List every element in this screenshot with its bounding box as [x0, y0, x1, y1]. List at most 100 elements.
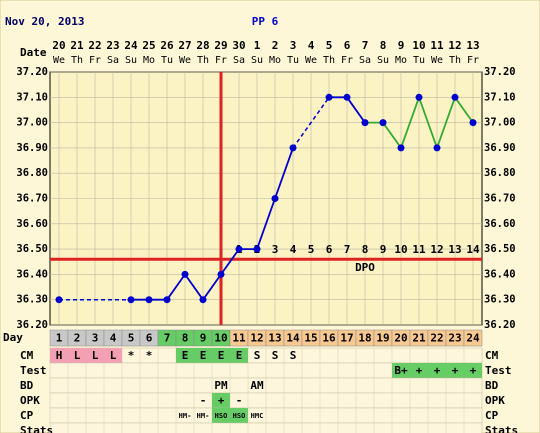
y-tick-label-right: 37.20	[484, 66, 516, 78]
cell-bg	[104, 348, 122, 363]
cell-text: +	[452, 364, 459, 377]
cell-bg	[392, 363, 410, 378]
day-number: 8	[182, 332, 189, 345]
y-tick-label: 36.60	[16, 218, 48, 230]
y-tick-label-right: 36.60	[484, 218, 516, 230]
cell-bg	[68, 348, 86, 363]
y-tick-label-right: 36.90	[484, 142, 516, 154]
temp-point	[397, 144, 405, 152]
weekday-label: Sa	[359, 55, 371, 66]
weekday-label: Th	[71, 55, 83, 66]
cell-bg	[230, 408, 248, 423]
y-tick-label-right: 36.40	[484, 268, 516, 280]
weekday-label: Fr	[89, 55, 101, 66]
temp-point	[451, 93, 459, 101]
y-tick-label: 36.80	[16, 167, 48, 179]
day-number: 16	[322, 332, 336, 345]
dpo-number: 13	[448, 243, 461, 256]
cell-text: +	[470, 364, 477, 377]
cell-text: AM	[250, 379, 264, 392]
temp-point	[55, 296, 63, 304]
row-label-right: CP	[485, 409, 499, 422]
y-tick-label: 37.20	[16, 66, 48, 78]
cell-text: -	[200, 394, 207, 407]
row-label: OPK	[20, 394, 40, 407]
cell-bg	[464, 363, 482, 378]
y-tick-label-right: 37.00	[484, 117, 516, 129]
temp-point	[433, 144, 441, 152]
weekday-label: Fr	[341, 55, 353, 66]
temp-point	[181, 270, 189, 278]
dpo-number: 5	[308, 243, 315, 256]
dpo-number: 10	[394, 243, 407, 256]
cell-bg	[86, 348, 104, 363]
day-number: 15	[304, 332, 317, 345]
cell-bg	[446, 363, 464, 378]
weekday-label: Th	[449, 55, 461, 66]
cell-bg	[230, 348, 248, 363]
weekday-label: Su	[125, 55, 137, 66]
cell-text: E	[182, 349, 189, 362]
temp-point	[289, 144, 297, 152]
dpo-label: DPO	[355, 261, 375, 274]
weekday-label: We	[431, 55, 443, 66]
cell-bg	[212, 348, 230, 363]
row-label: Stats	[20, 424, 53, 433]
day-number: 2	[74, 332, 81, 345]
date-label: 4	[308, 39, 315, 52]
dpo-number: 4	[290, 243, 297, 256]
temp-point	[127, 296, 135, 304]
cell-text: S	[290, 349, 297, 362]
row-label: CP	[20, 409, 34, 422]
y-tick-label: 36.30	[16, 294, 48, 306]
weekday-label: Su	[377, 55, 389, 66]
date-label: 5	[326, 39, 333, 52]
day-number: 17	[340, 332, 353, 345]
cell-bg	[212, 393, 230, 408]
date-label: 9	[398, 39, 405, 52]
dpo-number: 12	[430, 243, 443, 256]
cell-text: H	[56, 349, 63, 362]
weekday-label: Tu	[287, 55, 299, 66]
cell-text: +	[434, 364, 441, 377]
temp-point	[343, 93, 351, 101]
y-tick-label: 37.00	[16, 117, 48, 129]
date-label: 26	[160, 39, 174, 52]
date-label: 10	[412, 39, 425, 52]
day-number: 20	[394, 332, 407, 345]
cell-text: L	[74, 349, 81, 362]
cell-text: HSO	[215, 412, 228, 420]
row-label-right: CM	[485, 349, 499, 362]
temp-point	[361, 119, 369, 127]
cell-text: +	[416, 364, 423, 377]
weekday-label: Su	[251, 55, 263, 66]
date-label: 7	[362, 39, 369, 52]
cell-text: *	[128, 349, 135, 362]
day-number: 5	[128, 332, 135, 345]
temp-point	[217, 270, 225, 278]
cell-text: E	[236, 349, 243, 362]
day-number: 23	[448, 332, 461, 345]
dpo-number: 7	[344, 243, 351, 256]
day-number: 13	[268, 332, 281, 345]
dpo-number: 11	[412, 243, 426, 256]
weekday-label: Th	[323, 55, 335, 66]
day-number: 11	[232, 332, 246, 345]
dpo-number: 6	[326, 243, 333, 256]
temp-point	[163, 296, 171, 304]
date-label: 3	[290, 39, 297, 52]
day-number: 24	[466, 332, 480, 345]
cell-text: L	[110, 349, 117, 362]
cell-text: E	[218, 349, 225, 362]
date-label: 12	[448, 39, 461, 52]
temp-point	[379, 119, 387, 127]
day-cell	[463, 329, 483, 347]
temp-point	[199, 296, 207, 304]
date-label: 6	[344, 39, 351, 52]
cell-bg	[50, 348, 68, 363]
date-label: 8	[380, 39, 387, 52]
day-number: 22	[430, 332, 443, 345]
y-tick-label: 36.40	[16, 268, 48, 280]
temp-point	[469, 119, 477, 127]
